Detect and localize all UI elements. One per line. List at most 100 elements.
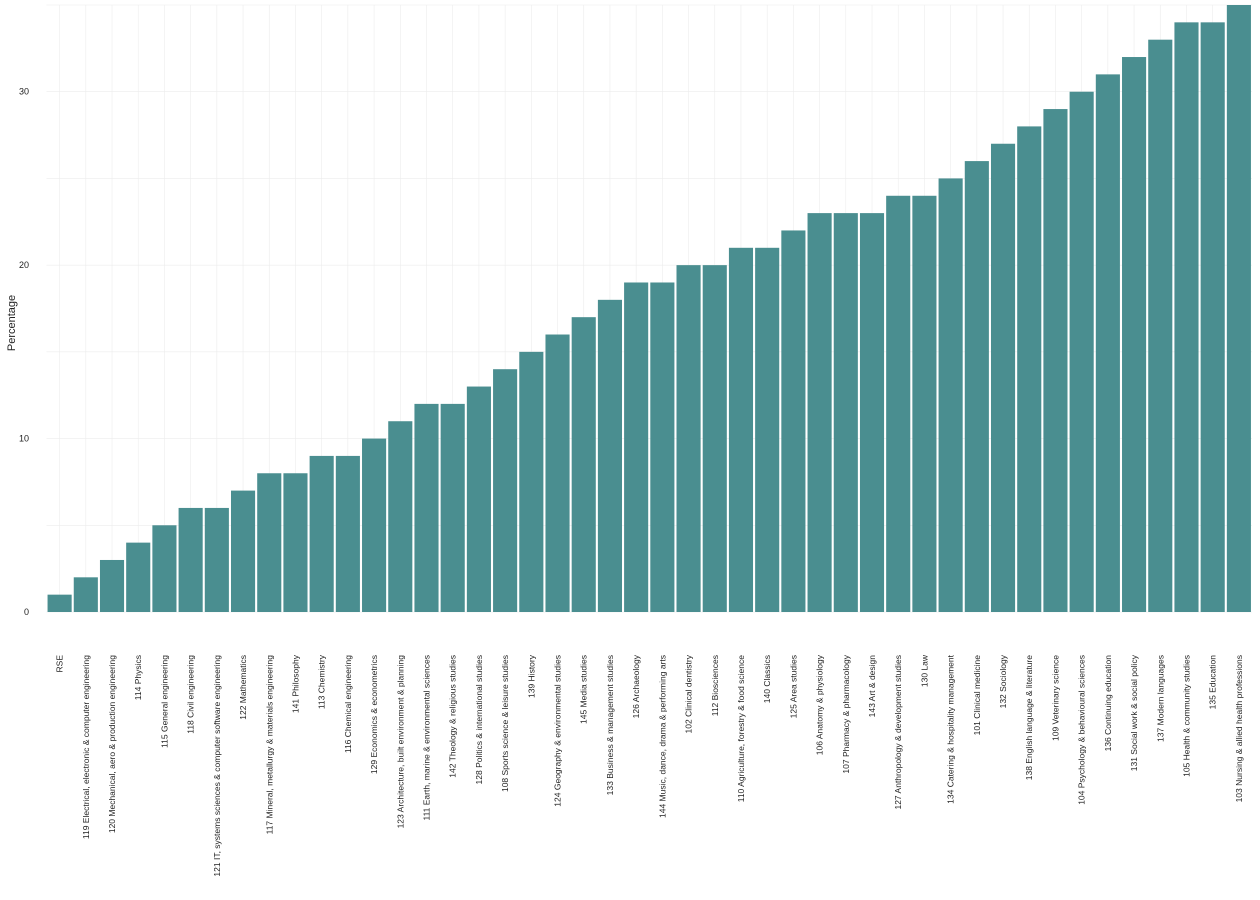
bar: [781, 230, 806, 612]
x-tick-label: 128 Politics & international studies: [474, 655, 484, 784]
bar: [1148, 39, 1173, 612]
x-tick-label: 129 Economics & econometrics: [369, 655, 379, 774]
bar: [650, 282, 675, 612]
x-tick-label: 137 Modern languages: [1155, 655, 1165, 742]
bar: [755, 247, 780, 613]
x-tick-label: 118 Civil engineering: [186, 655, 196, 734]
bar: [702, 265, 727, 612]
bar: [886, 195, 911, 612]
x-tick-label: 102 Clinical dentistry: [684, 654, 694, 733]
x-tick-label: 119 Electrical, electronic & computer en…: [81, 655, 91, 839]
x-tick-label: 112 Biosciences: [710, 655, 720, 716]
bar: [676, 265, 701, 612]
bar: [126, 542, 151, 612]
x-tick-label: 117 Mineral, metallurgy & materials engi…: [264, 655, 274, 835]
x-axis-tick-labels: RSE 119 Electrical, electronic & computer…: [55, 654, 1244, 876]
bar: [178, 507, 203, 612]
x-tick-label: 111 Earth, marine & environmental scienc…: [421, 655, 431, 821]
bar: [728, 247, 754, 613]
y-axis-tick-labels: 0 10 20 30: [19, 87, 29, 617]
y-axis-title: Percentage: [6, 295, 18, 351]
x-tick-label: 107 Pharmacy & pharmacology: [841, 654, 851, 773]
x-tick-label: 120 Mechanical, aero & production engine…: [107, 655, 117, 833]
y-tick-label: 20: [19, 260, 29, 270]
bar: [99, 559, 125, 612]
bar: [1069, 91, 1094, 612]
x-tick-label: 141 Philosophy: [290, 654, 300, 713]
x-tick-label: 106 Anatomy & physiology: [815, 654, 825, 755]
bar: [335, 455, 360, 612]
x-tick-label: 104 Psychology & behavioural sciences: [1077, 655, 1087, 805]
x-tick-label: 110 Agriculture, forestry & food science: [736, 655, 746, 803]
bar: [624, 282, 649, 612]
bar: [990, 143, 1016, 612]
bar: [362, 438, 387, 612]
x-tick-label: 127 Anthropology & development studies: [893, 655, 903, 810]
x-tick-label: 130 Law: [919, 654, 929, 687]
x-tick-label: RSE: [55, 655, 65, 673]
y-tick-label: 0: [24, 607, 29, 617]
x-tick-label: 124 Geography & environmental studies: [553, 655, 563, 807]
bar: [1043, 109, 1068, 613]
x-tick-label: 115 General engineering: [159, 655, 169, 748]
x-tick-label: 145 Media studies: [579, 655, 589, 724]
bar: [204, 507, 229, 612]
x-tick-label: 103 Nursing & allied health professions: [1234, 655, 1244, 802]
x-tick-label: 134 Catering & hospitality management: [946, 654, 956, 803]
bar: [47, 594, 72, 612]
bar: [414, 403, 439, 612]
bar: [597, 299, 622, 612]
bar: [1122, 57, 1147, 613]
bar: [859, 213, 885, 612]
x-tick-label: 133 Business & management studies: [605, 655, 615, 795]
bar: [912, 195, 937, 612]
bar: [571, 317, 596, 612]
bar: [283, 473, 308, 612]
bar: [493, 369, 518, 612]
bar: [545, 334, 570, 612]
bar: [807, 213, 832, 612]
x-tick-label: 132 Sociology: [998, 654, 1008, 708]
x-tick-label: 121 IT, systems sciences & computer soft…: [212, 655, 222, 877]
bar: [1095, 74, 1120, 612]
bar: [440, 403, 465, 612]
bar: [388, 421, 413, 612]
x-tick-label: 113 Chemistry: [317, 654, 327, 709]
x-tick-label: 114 Physics: [133, 655, 143, 700]
bar: [519, 351, 544, 612]
x-tick-label: 116 Chemical engineering: [343, 655, 353, 753]
x-tick-label: 101 Clinical medicine: [972, 655, 982, 736]
bar: [1174, 22, 1199, 613]
bar: [230, 490, 256, 612]
bar: [1200, 22, 1225, 613]
x-tick-label: 143 Art & design: [867, 655, 877, 718]
x-tick-label: 142 Theology & religious studies: [448, 655, 458, 778]
x-tick-label: 126 Archaeology: [631, 654, 641, 718]
bars: [47, 5, 1251, 613]
x-tick-label: 122 Mathematics: [238, 655, 248, 720]
x-tick-label: 125 Area studies: [788, 655, 798, 718]
x-tick-label: 135 Education: [1208, 655, 1218, 710]
bar: [1226, 5, 1251, 612]
bar: [257, 473, 282, 612]
bar: [309, 455, 334, 612]
bar: [938, 178, 963, 612]
x-tick-label: 108 Sports science & leisure studies: [500, 655, 510, 792]
y-tick-label: 30: [19, 87, 29, 97]
x-tick-label: 138 English language & literature: [1024, 655, 1034, 780]
x-tick-label: 131 Social work & social policy: [1129, 654, 1139, 771]
bar: [964, 161, 989, 613]
bar: [833, 213, 858, 612]
x-tick-label: 139 History: [526, 654, 536, 698]
x-tick-label: 109 Veterinary science: [1050, 655, 1060, 741]
y-tick-label: 10: [19, 434, 29, 444]
x-tick-label: 123 Architecture, built environment & pl…: [395, 655, 405, 829]
x-tick-label: 105 Health & community studies: [1181, 655, 1191, 777]
bar: [1017, 126, 1042, 613]
bar: [152, 525, 177, 612]
x-tick-label: 140 Classics: [762, 655, 772, 703]
x-tick-label: 144 Music, dance, drama & performing art…: [657, 655, 667, 818]
bar: [73, 577, 98, 612]
x-tick-label: 136 Continuing education: [1103, 655, 1113, 752]
